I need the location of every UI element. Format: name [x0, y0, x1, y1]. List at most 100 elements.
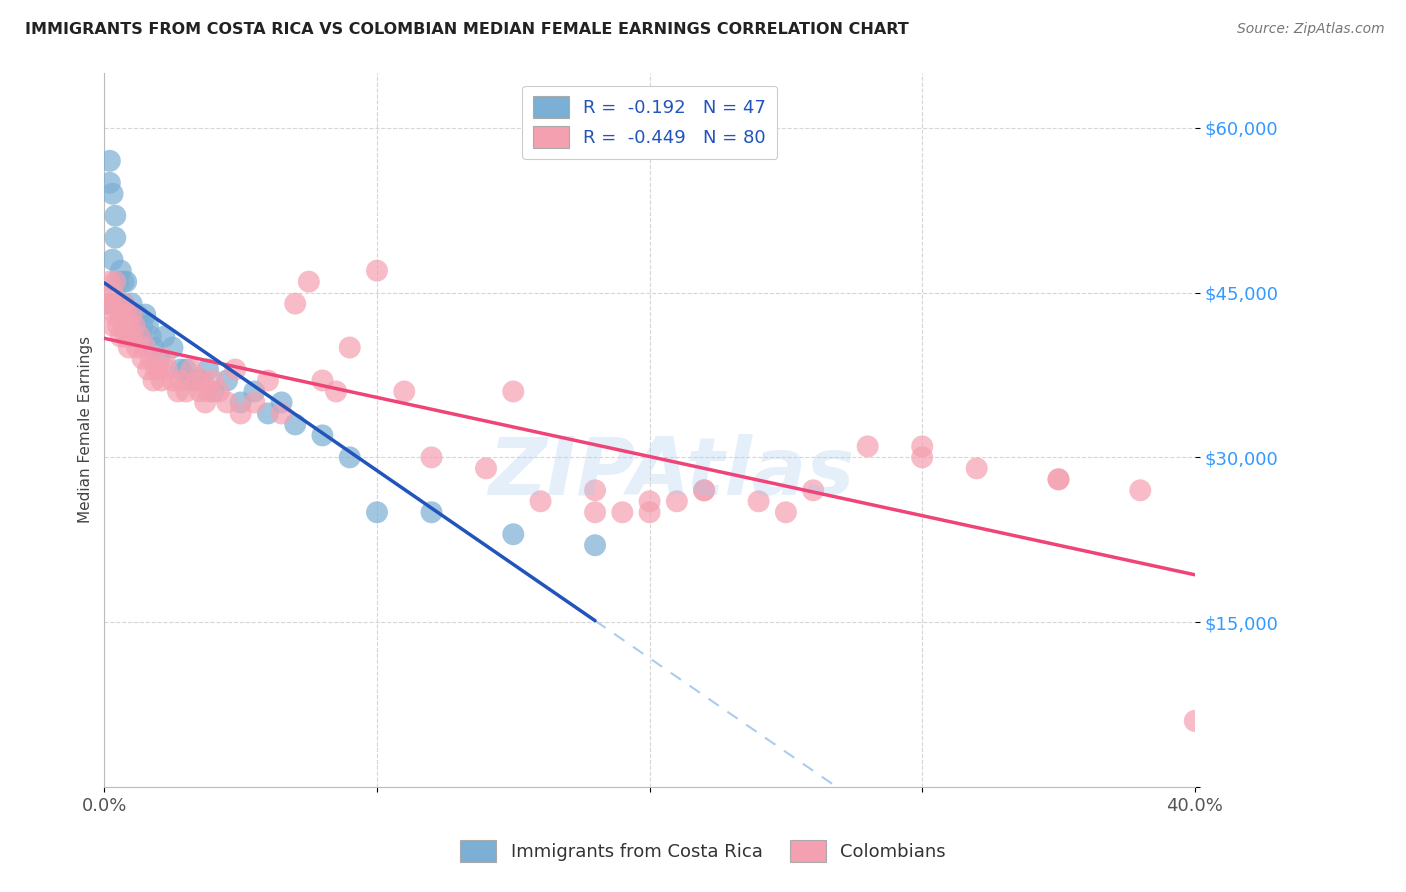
Point: [325, 384, 347, 399]
Point: [366, 505, 388, 519]
Point: [966, 461, 988, 475]
Y-axis label: Median Female Earnings: Median Female Earnings: [79, 336, 93, 524]
Text: IMMIGRANTS FROM COSTA RICA VS COLOMBIAN MEDIAN FEMALE EARNINGS CORRELATION CHART: IMMIGRANTS FROM COSTA RICA VS COLOMBIAN …: [25, 22, 910, 37]
Point: [107, 275, 129, 289]
Point: [112, 296, 135, 310]
Point: [148, 362, 170, 376]
Point: [197, 384, 219, 399]
Point: [775, 505, 797, 519]
Point: [208, 384, 231, 399]
Point: [118, 329, 141, 343]
Point: [638, 505, 661, 519]
Point: [339, 341, 361, 355]
Point: [96, 296, 118, 310]
Point: [98, 153, 121, 168]
Point: [311, 428, 333, 442]
Point: [1129, 483, 1152, 498]
Point: [224, 362, 246, 376]
Point: [118, 308, 141, 322]
Point: [180, 374, 202, 388]
Point: [101, 186, 124, 201]
Point: [118, 341, 141, 355]
Point: [170, 362, 193, 376]
Point: [394, 384, 416, 399]
Point: [162, 374, 184, 388]
Point: [188, 384, 211, 399]
Point: [1184, 714, 1206, 728]
Point: [693, 483, 716, 498]
Point: [194, 395, 217, 409]
Point: [110, 329, 132, 343]
Point: [270, 395, 292, 409]
Point: [748, 494, 770, 508]
Point: [1047, 472, 1070, 486]
Point: [112, 318, 135, 333]
Point: [202, 384, 225, 399]
Point: [339, 450, 361, 465]
Point: [693, 483, 716, 498]
Point: [142, 341, 165, 355]
Point: [115, 329, 138, 343]
Point: [98, 176, 121, 190]
Point: [153, 351, 176, 366]
Point: [128, 329, 150, 343]
Point: [257, 406, 280, 420]
Point: [311, 374, 333, 388]
Text: ZIPAtlas: ZIPAtlas: [488, 434, 855, 512]
Point: [229, 395, 252, 409]
Point: [215, 395, 238, 409]
Point: [115, 275, 138, 289]
Point: [529, 494, 551, 508]
Point: [148, 351, 170, 366]
Point: [911, 439, 934, 453]
Point: [420, 505, 443, 519]
Point: [583, 483, 606, 498]
Point: [298, 275, 321, 289]
Legend: R =  -0.192   N = 47, R =  -0.449   N = 80: R = -0.192 N = 47, R = -0.449 N = 80: [522, 86, 778, 159]
Point: [127, 341, 149, 355]
Point: [229, 406, 252, 420]
Point: [801, 483, 824, 498]
Point: [150, 374, 173, 388]
Point: [475, 461, 498, 475]
Point: [502, 384, 524, 399]
Point: [202, 374, 225, 388]
Point: [856, 439, 879, 453]
Point: [665, 494, 688, 508]
Point: [124, 318, 146, 333]
Point: [139, 329, 162, 343]
Point: [115, 308, 138, 322]
Point: [101, 318, 124, 333]
Point: [243, 384, 266, 399]
Point: [502, 527, 524, 541]
Point: [139, 351, 162, 366]
Point: [186, 374, 208, 388]
Point: [121, 329, 143, 343]
Point: [191, 374, 214, 388]
Point: [107, 296, 129, 310]
Point: [170, 374, 193, 388]
Point: [121, 318, 143, 333]
Point: [131, 318, 153, 333]
Point: [101, 252, 124, 267]
Point: [136, 318, 159, 333]
Point: [101, 285, 124, 300]
Text: Source: ZipAtlas.com: Source: ZipAtlas.com: [1237, 22, 1385, 37]
Point: [121, 296, 143, 310]
Point: [1047, 472, 1070, 486]
Point: [270, 406, 292, 420]
Point: [112, 275, 135, 289]
Point: [142, 374, 165, 388]
Point: [174, 362, 197, 376]
Point: [110, 308, 132, 322]
Point: [134, 341, 156, 355]
Point: [127, 308, 149, 322]
Point: [104, 275, 127, 289]
Point: [366, 263, 388, 277]
Legend: Immigrants from Costa Rica, Colombians: Immigrants from Costa Rica, Colombians: [453, 833, 953, 870]
Point: [911, 450, 934, 465]
Point: [98, 296, 121, 310]
Point: [215, 374, 238, 388]
Point: [162, 341, 184, 355]
Point: [243, 395, 266, 409]
